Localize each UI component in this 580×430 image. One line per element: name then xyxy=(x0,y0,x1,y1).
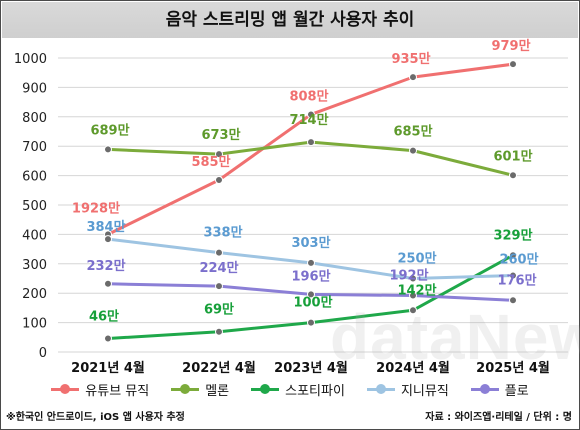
data-label: 979만 xyxy=(491,38,530,54)
data-point xyxy=(509,251,517,260)
legend-marker xyxy=(180,384,191,394)
y-tick-label: 600 xyxy=(22,170,47,185)
y-tick-label: 1000 xyxy=(14,52,47,67)
legend-item: 플로 xyxy=(470,380,529,399)
data-point xyxy=(307,138,315,147)
data-point xyxy=(509,271,517,280)
data-point xyxy=(215,248,223,257)
data-point xyxy=(215,176,223,185)
y-tick-label: 900 xyxy=(22,81,47,96)
data-label: 46만 xyxy=(89,308,119,324)
y-tick-label: 400 xyxy=(22,228,47,243)
data-point xyxy=(215,150,223,159)
legend-swatch xyxy=(470,383,499,395)
data-point xyxy=(307,290,315,299)
y-tick-label: 700 xyxy=(22,140,47,155)
data-point xyxy=(215,327,223,336)
legend-label: 멜론 xyxy=(205,383,230,399)
data-label: 250만 xyxy=(397,251,436,267)
data-label: 689만 xyxy=(90,122,129,138)
series-line xyxy=(107,140,514,177)
data-point xyxy=(104,145,112,154)
data-label: 142만 xyxy=(397,282,436,298)
data-label: 685만 xyxy=(393,124,432,140)
legend-swatch xyxy=(251,383,280,395)
legend-swatch xyxy=(171,383,200,395)
data-label: 69만 xyxy=(204,302,234,318)
data-label: 1928만 xyxy=(72,200,120,216)
legend-marker xyxy=(60,384,71,394)
x-tick-label: 2022년 4월 xyxy=(182,360,256,376)
legend-label: 플로 xyxy=(504,383,529,399)
data-point xyxy=(104,235,112,244)
data-label: 224만 xyxy=(199,260,238,276)
data-point xyxy=(509,171,517,180)
data-label: 196만 xyxy=(291,268,330,284)
legend-marker xyxy=(479,384,490,394)
data-point xyxy=(307,110,315,119)
data-point xyxy=(307,318,315,327)
y-tick-label: 500 xyxy=(22,199,47,214)
data-label: 808만 xyxy=(289,88,328,104)
legend-marker xyxy=(375,384,386,394)
data-point xyxy=(104,279,112,288)
data-label: 601만 xyxy=(493,148,532,164)
data-label: 232만 xyxy=(86,258,125,274)
legend-marker xyxy=(260,384,271,394)
legend-item: 지니뮤직 xyxy=(366,380,449,399)
data-label: 338만 xyxy=(203,225,242,241)
data-point xyxy=(509,296,517,305)
y-tick-label: 100 xyxy=(22,317,47,332)
data-label: 303만 xyxy=(291,235,330,251)
chart-legend: 유튜브 뮤직 멜론 스포티파이 지니뮤직 플로 xyxy=(0,378,580,400)
data-point xyxy=(409,73,417,82)
legend-item: 스포티파이 xyxy=(251,380,345,399)
data-label: 192만 xyxy=(389,268,428,284)
data-label: 714만 xyxy=(289,112,328,128)
data-point xyxy=(509,60,517,69)
legend-label: 지니뮤직 xyxy=(400,383,449,399)
title-bar: 음악 스트리밍 앱 월간 사용자 추이 xyxy=(2,2,578,38)
data-point xyxy=(409,306,417,315)
data-label: 673만 xyxy=(201,127,240,143)
data-label: 329만 xyxy=(493,227,532,243)
data-point xyxy=(307,258,315,267)
data-label: 176만 xyxy=(497,272,536,288)
chart-title: 음악 스트리밍 앱 월간 사용자 추이 xyxy=(165,10,415,30)
y-tick-label: 300 xyxy=(22,258,47,273)
y-tick-label: 200 xyxy=(22,287,47,302)
data-point xyxy=(104,334,112,343)
legend-label: 스포티파이 xyxy=(285,383,345,399)
legend-label: 유튜브 뮤직 xyxy=(85,383,150,399)
footnote: ※한국인 안드로이드, iOS 앱 사용자 추정 xyxy=(6,412,185,423)
y-tick-label: 0 xyxy=(39,346,47,361)
data-point xyxy=(409,274,417,283)
legend-swatch xyxy=(51,383,80,395)
data-point xyxy=(409,146,417,155)
data-label: 585만 xyxy=(191,154,230,170)
y-tick-label: 800 xyxy=(22,111,47,126)
data-label: 935만 xyxy=(391,51,430,67)
x-tick-label: 2025년 4월 xyxy=(476,360,550,376)
legend-item: 멜론 xyxy=(171,380,229,399)
data-label: 384만 xyxy=(86,219,125,235)
x-tick-label: 2021년 4월 xyxy=(71,360,145,376)
data-point xyxy=(215,282,223,291)
x-tick-label: 2024년 4월 xyxy=(376,360,450,376)
legend-swatch xyxy=(366,383,395,395)
x-tick-label: 2023년 4월 xyxy=(274,360,348,376)
legend-item: 유튜브 뮤직 xyxy=(51,380,149,399)
data-point xyxy=(409,291,417,300)
source-note: 자료 : 와이즈앱·리테일 / 단위 : 명 xyxy=(425,412,572,423)
data-label: 260만 xyxy=(499,252,538,268)
data-label: 100만 xyxy=(293,295,332,311)
